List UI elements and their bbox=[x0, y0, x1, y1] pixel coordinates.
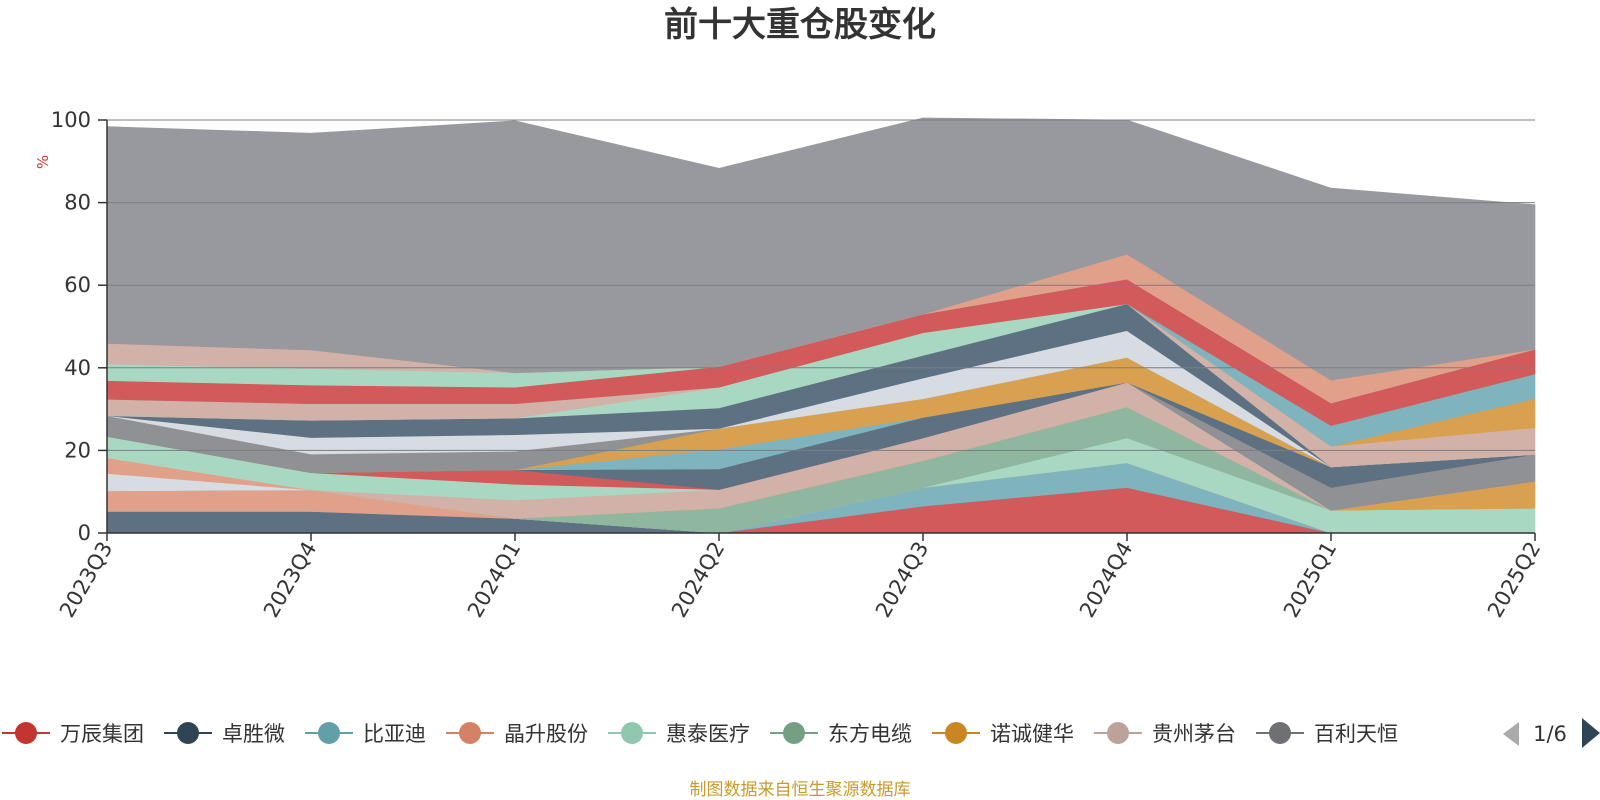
legend-item-6[interactable]: 诺诚健华 bbox=[932, 722, 1074, 746]
y-tick-label: 80 bbox=[64, 191, 91, 215]
x-tick-label: 2025Q2 bbox=[1483, 538, 1545, 622]
footer-source: 制图数据来自恒生聚源数据库 bbox=[690, 780, 911, 800]
x-tick-label: 2024Q2 bbox=[667, 538, 729, 622]
x-tick-label: 2024Q1 bbox=[463, 538, 525, 622]
area-series-27 bbox=[106, 117, 1536, 381]
legend-label: 比亚迪 bbox=[363, 722, 426, 746]
legend-next-page-icon[interactable] bbox=[1582, 718, 1600, 748]
x-tick-label: 2023Q3 bbox=[55, 538, 117, 622]
legend-marker bbox=[1107, 722, 1129, 744]
legend-marker bbox=[945, 722, 967, 744]
x-tick-label: 2025Q1 bbox=[1279, 538, 1341, 622]
legend-label: 诺诚健华 bbox=[990, 722, 1074, 746]
x-tick-label: 2023Q4 bbox=[259, 538, 321, 622]
legend-label: 卓胜微 bbox=[222, 722, 285, 746]
y-tick-label: 0 bbox=[78, 521, 91, 545]
legend-item-2[interactable]: 比亚迪 bbox=[305, 722, 426, 746]
legend-marker bbox=[318, 722, 340, 744]
y-tick-label: 100 bbox=[51, 108, 91, 132]
legend-label: 东方电缆 bbox=[828, 722, 912, 746]
x-tick-label: 2024Q3 bbox=[871, 538, 933, 622]
plot-area bbox=[106, 117, 1536, 534]
legend-label: 万辰集团 bbox=[60, 722, 144, 746]
legend-prev-page-icon[interactable] bbox=[1503, 722, 1519, 746]
x-tick-label: 2024Q4 bbox=[1075, 538, 1137, 622]
legend-marker bbox=[177, 722, 199, 744]
y-tick-label: 40 bbox=[64, 356, 91, 380]
y-tick-label: 20 bbox=[64, 438, 91, 462]
legend-marker bbox=[459, 722, 481, 744]
legend-label: 惠泰医疗 bbox=[666, 722, 750, 746]
y-tick-label: 60 bbox=[64, 273, 91, 297]
y-axis-unit: % bbox=[34, 155, 52, 169]
legend-marker bbox=[1269, 722, 1291, 744]
legend: 万辰集团 卓胜微 比亚迪 晶升股份 惠泰医疗 东方电缆 诺诚健华 贵州茅台 百利天恒 1/6 bbox=[2, 718, 1600, 748]
legend-label: 晶升股份 bbox=[504, 722, 588, 746]
legend-item-5[interactable]: 东方电缆 bbox=[770, 722, 912, 746]
legend-item-1[interactable]: 卓胜微 bbox=[164, 722, 285, 746]
legend-page-indicator: 1/6 bbox=[1533, 722, 1567, 746]
legend-item-7[interactable]: 贵州茅台 bbox=[1094, 722, 1236, 746]
chart-title: 前十大重仓股变化 bbox=[664, 5, 936, 45]
legend-marker bbox=[15, 722, 37, 744]
legend-item-8[interactable]: 百利天恒 bbox=[1256, 722, 1398, 746]
legend-item-4[interactable]: 惠泰医疗 bbox=[608, 722, 750, 746]
legend-label: 百利天恒 bbox=[1314, 722, 1398, 746]
legend-item-0[interactable]: 万辰集团 bbox=[2, 722, 144, 746]
legend-marker bbox=[621, 722, 643, 744]
legend-marker bbox=[783, 722, 805, 744]
legend-item-3[interactable]: 晶升股份 bbox=[446, 722, 588, 746]
legend-label: 贵州茅台 bbox=[1152, 722, 1236, 746]
